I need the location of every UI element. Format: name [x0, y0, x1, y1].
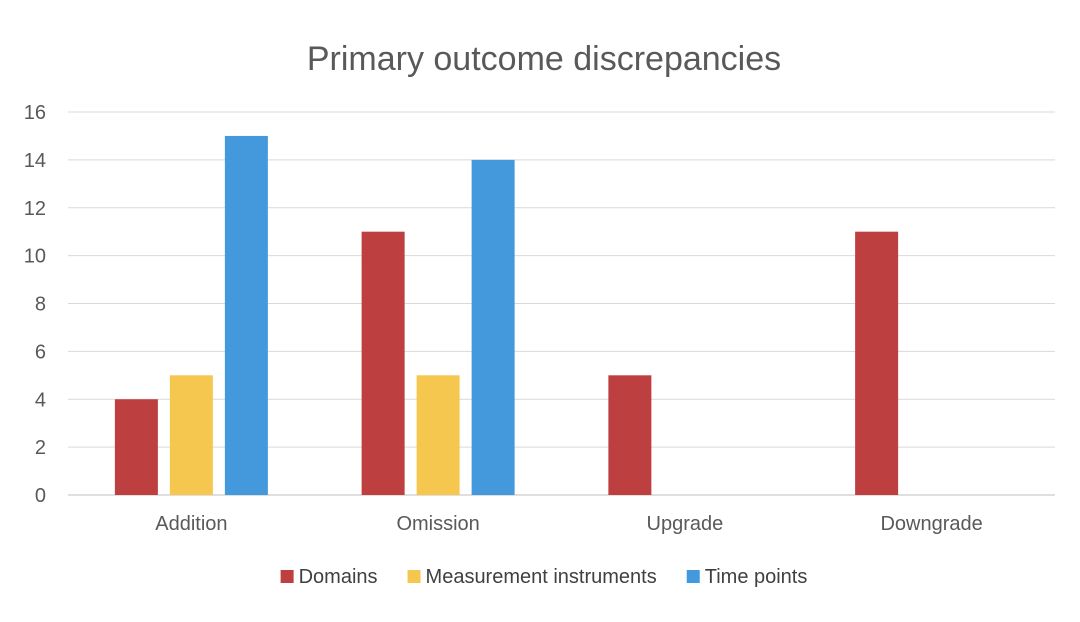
legend-swatch — [686, 570, 700, 583]
bar-time-points-omission — [471, 159, 515, 495]
y-tick-label: 0 — [35, 485, 46, 507]
bars — [114, 135, 899, 495]
x-category-label: Omission — [396, 513, 479, 535]
bar-domains-downgrade — [855, 231, 899, 495]
bar-domains-upgrade — [608, 375, 652, 495]
bar-domains-addition — [114, 399, 158, 495]
bar-time-points-addition — [224, 135, 268, 495]
bar-measurement-instruments-omission — [416, 375, 460, 495]
legend-item: Measurement instruments — [407, 566, 657, 588]
gridlines — [68, 111, 1055, 496]
y-tick-label: 4 — [35, 389, 46, 411]
legend: Domains Measurement instruments Time point… — [280, 566, 808, 588]
bar-domains-omission — [361, 231, 405, 495]
y-tick-label: 16 — [24, 102, 46, 124]
legend-item: Time points — [686, 566, 808, 588]
chart-title: Primary outcome discrepancies — [307, 40, 781, 78]
y-tick-label: 8 — [35, 294, 46, 316]
legend-item: Domains — [280, 566, 378, 588]
y-tick-label: 6 — [35, 341, 46, 363]
y-tick-label: 10 — [24, 246, 46, 268]
legend-label: Time points — [705, 566, 808, 588]
y-tick-label: 12 — [24, 198, 46, 220]
legend-label: Measurement instruments — [426, 566, 657, 588]
legend-swatch — [407, 570, 421, 583]
x-category-label: Addition — [155, 513, 227, 535]
y-tick-label: 2 — [35, 437, 46, 459]
legend-label: Domains — [299, 566, 378, 588]
x-axis-categories: Addition Omission Upgrade Downgrade — [155, 513, 983, 535]
y-tick-label: 14 — [24, 150, 46, 172]
x-category-label: Downgrade — [880, 513, 982, 535]
y-axis-ticks: 0 2 4 6 8 10 12 14 16 — [24, 102, 46, 507]
bar-measurement-instruments-addition — [169, 375, 213, 495]
legend-swatch — [280, 570, 294, 583]
x-category-label: Upgrade — [647, 513, 724, 535]
